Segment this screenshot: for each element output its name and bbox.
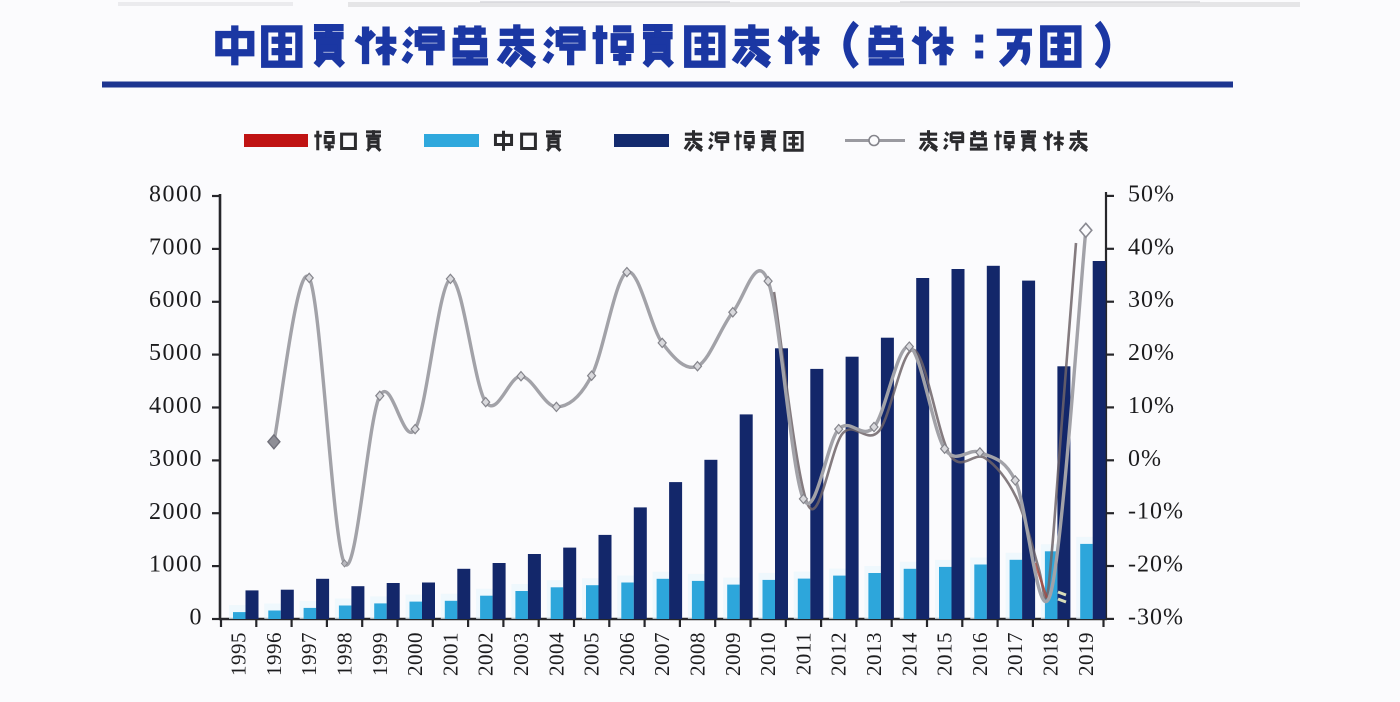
- svg-text:2007: 2007: [650, 632, 674, 676]
- svg-text:2006: 2006: [615, 632, 639, 676]
- svg-text:-10%: -10%: [1128, 499, 1184, 525]
- svg-text:1000: 1000: [149, 552, 203, 578]
- svg-text:2001: 2001: [438, 632, 462, 676]
- svg-text:2000: 2000: [403, 632, 427, 676]
- svg-text:1995: 1995: [227, 632, 251, 676]
- svg-text:0: 0: [190, 605, 204, 631]
- svg-text:-30%: -30%: [1128, 604, 1184, 630]
- svg-text:2012: 2012: [827, 632, 851, 676]
- svg-text:2010: 2010: [756, 632, 780, 676]
- svg-text:7000: 7000: [149, 234, 203, 260]
- svg-text:8000: 8000: [149, 182, 203, 208]
- svg-text:2017: 2017: [1003, 632, 1027, 676]
- svg-text:40%: 40%: [1128, 234, 1175, 260]
- svg-text:2008: 2008: [686, 632, 710, 676]
- svg-text:2016: 2016: [968, 632, 992, 676]
- svg-text:0%: 0%: [1128, 446, 1162, 472]
- svg-text:2018: 2018: [1039, 632, 1063, 676]
- svg-text:2002: 2002: [474, 632, 498, 676]
- svg-text:20%: 20%: [1128, 340, 1175, 366]
- svg-text:5000: 5000: [149, 340, 203, 366]
- svg-text:2011: 2011: [791, 632, 815, 675]
- svg-text:3000: 3000: [149, 446, 203, 472]
- svg-text:2004: 2004: [544, 632, 568, 676]
- svg-text:2009: 2009: [721, 632, 745, 676]
- svg-text:1996: 1996: [262, 632, 286, 676]
- svg-text:2019: 2019: [1074, 632, 1098, 676]
- svg-text:2003: 2003: [509, 632, 533, 676]
- svg-text:-20%: -20%: [1128, 552, 1184, 578]
- svg-text:1999: 1999: [368, 632, 392, 676]
- svg-text:4000: 4000: [149, 393, 203, 419]
- svg-text:2000: 2000: [149, 499, 203, 525]
- svg-text:30%: 30%: [1128, 287, 1175, 313]
- svg-text:2013: 2013: [862, 632, 886, 676]
- svg-text:1998: 1998: [333, 632, 357, 676]
- svg-text:10%: 10%: [1128, 393, 1175, 419]
- svg-text:2015: 2015: [933, 632, 957, 676]
- svg-text:2014: 2014: [897, 632, 921, 676]
- svg-text:50%: 50%: [1128, 181, 1175, 207]
- svg-text:6000: 6000: [149, 287, 203, 313]
- svg-text:1997: 1997: [297, 632, 321, 676]
- svg-text:2005: 2005: [580, 632, 604, 676]
